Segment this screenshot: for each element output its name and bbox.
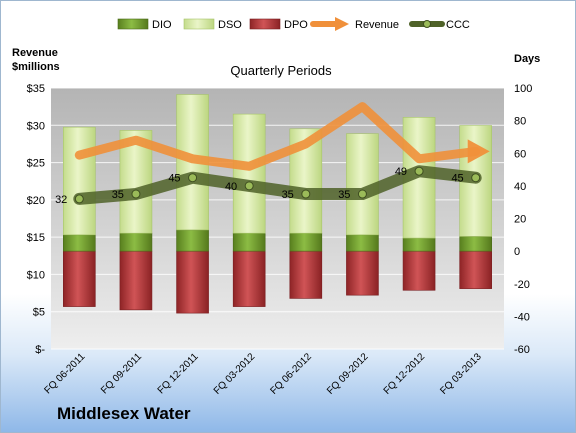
bar-dio — [63, 234, 96, 252]
y-right-tick: 20 — [514, 214, 526, 226]
company-name: Middlesex Water — [57, 404, 191, 423]
bar-dso — [232, 113, 266, 234]
ccc-data-label: 32 — [55, 194, 67, 206]
ccc-point — [74, 194, 84, 204]
bar-dpo — [289, 250, 323, 299]
ccc-data-label: 40 — [225, 181, 237, 193]
y-left-tick: $20 — [27, 195, 45, 207]
legend-label-dio: DIO — [152, 19, 172, 31]
bar-dpo — [119, 250, 153, 311]
bar-dpo — [346, 250, 379, 296]
y-right-tick: 0 — [514, 246, 520, 258]
bar-dpo — [459, 250, 492, 289]
x-tick: FQ 03-2012 — [212, 351, 258, 397]
bar-dpo — [402, 250, 436, 291]
x-tick: FQ 09-2012 — [325, 351, 371, 397]
ccc-data-label: 35 — [282, 189, 294, 201]
bar-dpo — [232, 250, 266, 307]
y-left-tick: $30 — [27, 120, 45, 132]
legend-label-revenue: Revenue — [355, 19, 399, 31]
x-tick: FQ 03-2013 — [438, 351, 484, 397]
bar-dso — [63, 126, 96, 236]
x-tick: FQ 12-2012 — [382, 351, 428, 397]
ccc-point — [131, 189, 141, 199]
ccc-point — [414, 166, 424, 176]
series-ccc-line — [73, 165, 482, 205]
y-right-label: Days — [514, 53, 540, 65]
ccc-point — [301, 189, 311, 199]
bar-dpo — [63, 250, 96, 307]
ccc-point — [188, 173, 198, 183]
ccc-data-label: 35 — [112, 189, 124, 201]
x-tick: FQ 09-2011 — [99, 351, 144, 396]
legend-marker-ccc — [423, 20, 431, 28]
y-left-tick: $5 — [33, 307, 45, 319]
revenue-arrowhead — [467, 139, 490, 164]
chart-title: Quarterly Periods — [230, 63, 332, 78]
legend-swatch-dio — [117, 18, 149, 30]
bar-dio — [346, 234, 379, 252]
bar-dio — [402, 237, 436, 252]
y-left-label-line2: $millions — [12, 61, 60, 73]
y-left-tick: $35 — [27, 83, 45, 95]
y-left-tick: $15 — [27, 232, 45, 244]
ccc-data-label: 35 — [338, 189, 350, 201]
bar-dio — [232, 232, 266, 252]
y-right-tick: 60 — [514, 148, 526, 160]
ccc-data-label: 45 — [451, 173, 463, 185]
x-tick: FQ 06-2011 — [42, 351, 87, 396]
plot-area — [51, 88, 504, 349]
legend-label-dso: DSO — [218, 19, 242, 31]
legend-label-dpo: DPO — [284, 19, 308, 31]
y-right-tick: 40 — [514, 181, 526, 193]
y-right-tick: -60 — [514, 344, 530, 356]
legend-swatch-dso — [183, 18, 215, 30]
legend-arrowhead-revenue — [335, 17, 349, 31]
legend-swatch-dpo — [249, 18, 281, 30]
bar-dio — [289, 232, 323, 252]
bar-dio — [119, 232, 153, 252]
bar-dio — [459, 236, 492, 252]
y-left-tick: $10 — [27, 269, 45, 281]
y-right-tick: -20 — [514, 279, 530, 291]
x-tick: FQ 06-2012 — [268, 351, 314, 397]
ccc-point — [357, 189, 367, 199]
ccc-data-label: 45 — [168, 173, 180, 185]
ccc-point — [244, 181, 254, 191]
y-left-tick: $25 — [27, 158, 45, 170]
y-right-tick: 100 — [514, 83, 532, 95]
y-left-label-line1: Revenue — [12, 47, 58, 59]
ccc-point — [471, 173, 481, 183]
x-tick: FQ 12-2011 — [156, 351, 201, 396]
legend-label-ccc: CCC — [446, 19, 470, 31]
bar-dio — [176, 229, 209, 252]
y-right-tick: 80 — [514, 116, 526, 128]
bar-dpo — [176, 250, 209, 314]
y-right-tick: -40 — [514, 311, 530, 323]
ccc-data-label: 49 — [395, 166, 407, 178]
y-left-tick: $- — [35, 344, 45, 356]
series-revenue-line — [74, 102, 481, 171]
legend: DIO DSO DPO Revenue CCC — [117, 17, 470, 31]
